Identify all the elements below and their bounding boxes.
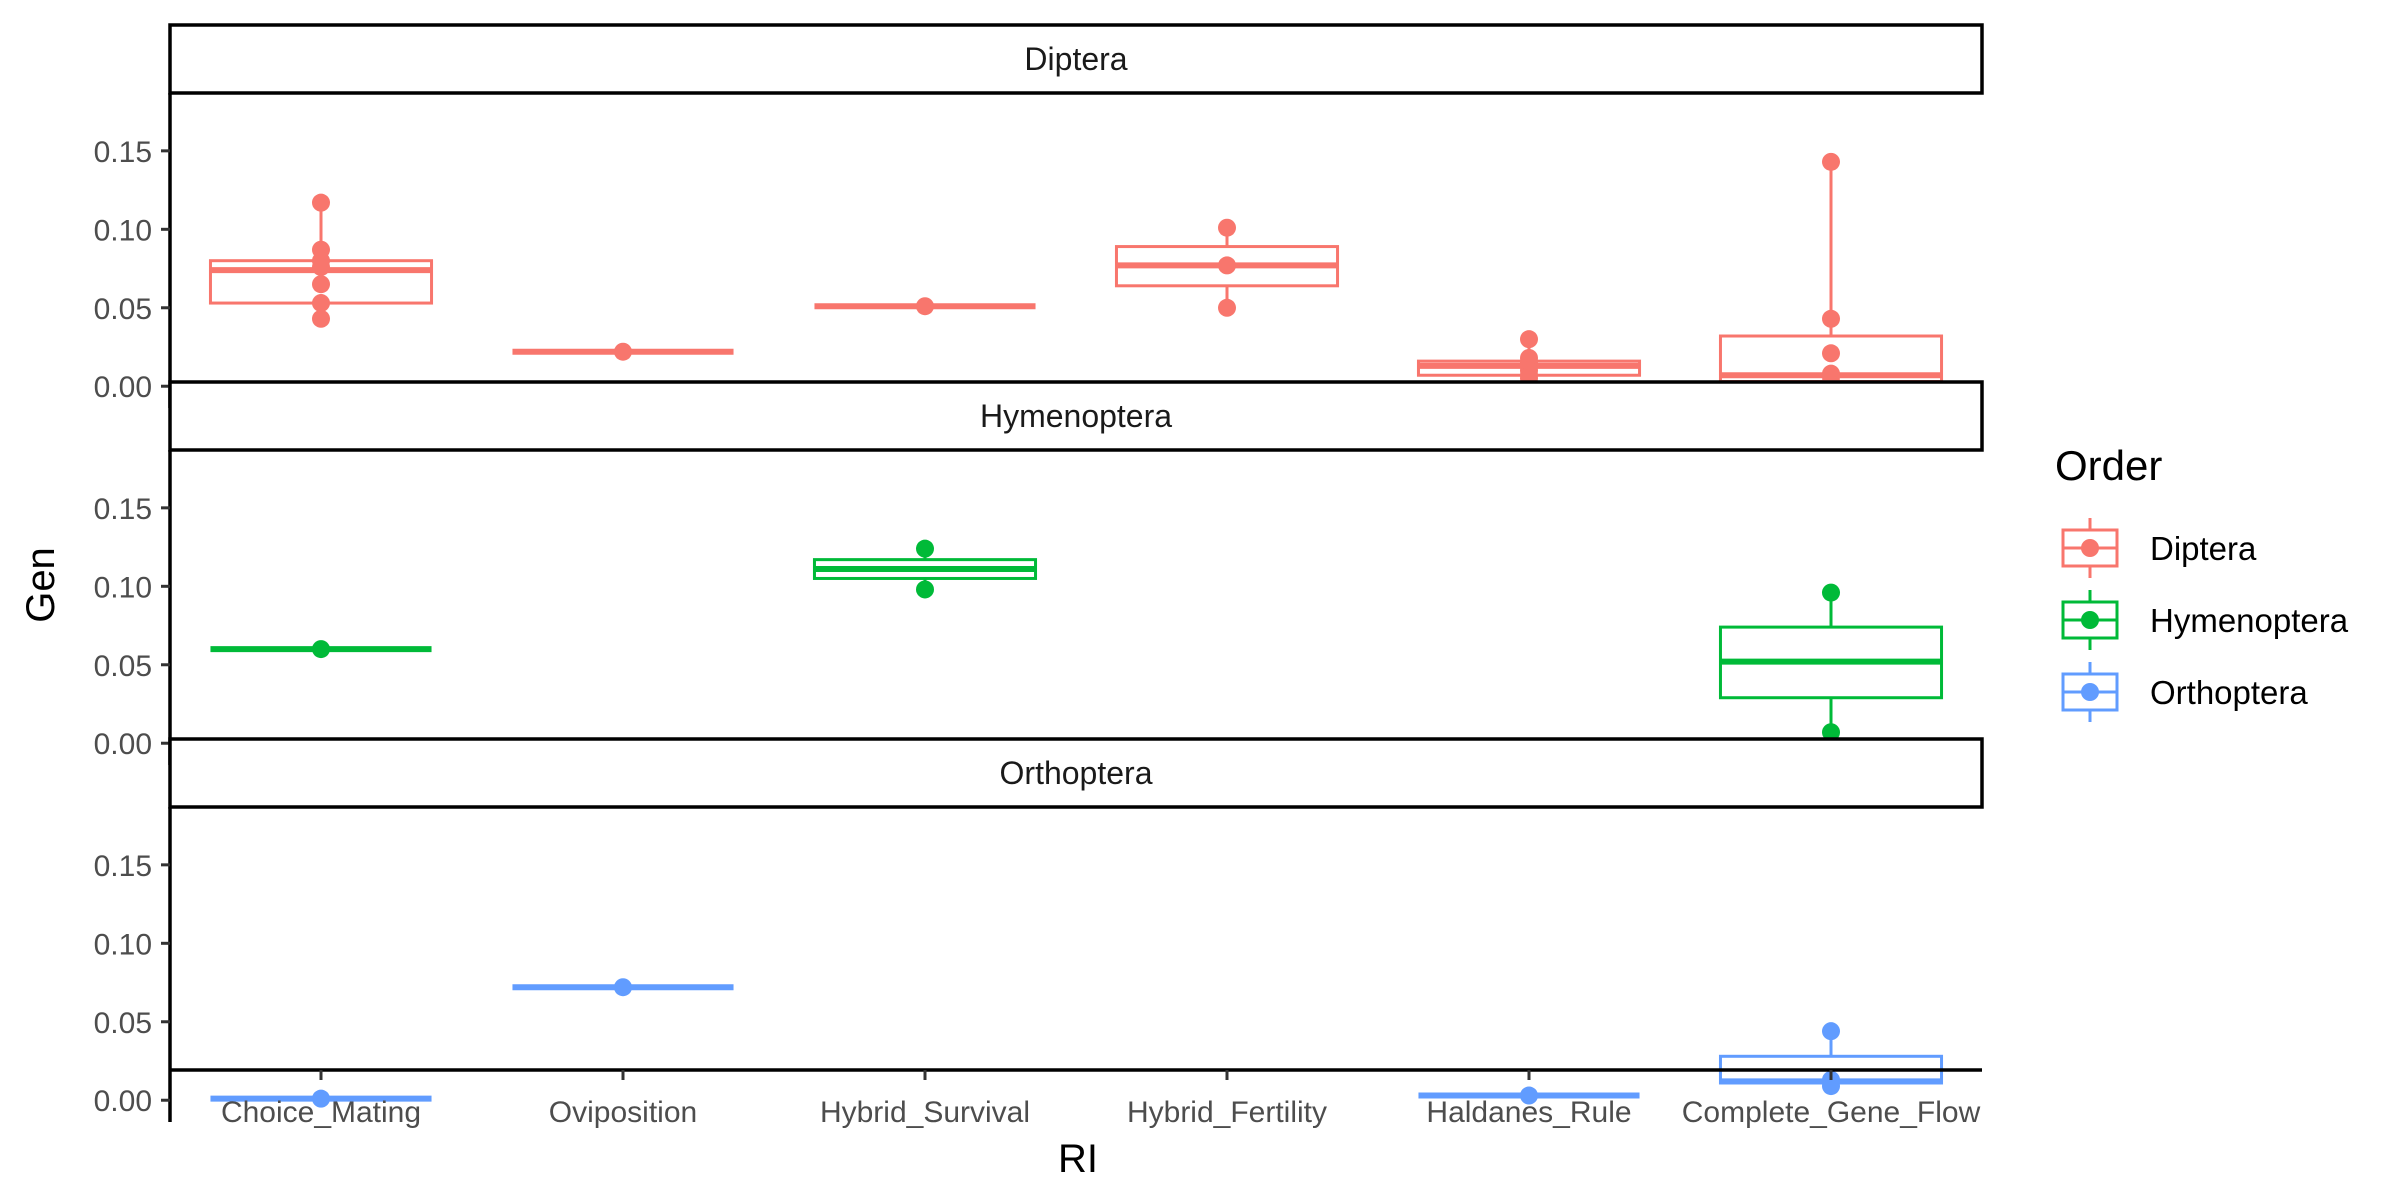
box-diptera-choice_mating [208,193,434,328]
box-hymenoptera-choice_mating [210,640,432,659]
data-point [916,539,934,558]
y-tick-label: 0.10 [94,214,152,247]
strip-box [168,380,1984,452]
y-tick-label: 0.15 [94,136,152,169]
data-point [1822,152,1840,171]
data-point [614,342,632,361]
legend-item-diptera: Diptera [2061,518,2257,578]
strip-label: Diptera [1024,41,1127,77]
y-axis-title: Gen [19,547,63,623]
data-point [312,640,330,659]
box-hymenoptera-complete_gene_flow [1718,583,1944,742]
data-point [916,297,934,316]
x-tick-label: Haldanes_Rule [1426,1096,1631,1129]
strip-label: Orthoptera [1000,755,1153,791]
legend-point [2081,683,2099,701]
data-point [1218,298,1236,317]
legend-label: Hymenoptera [2150,602,2349,639]
facet-panel-diptera: Diptera 0.00 0.05 0.10 0.15 [94,23,1984,408]
legend-item-hymenoptera: Hymenoptera [2061,590,2349,650]
y-tick-label: 0.10 [94,571,152,604]
facet-panel-orthoptera: Orthoptera 0.00 0.05 0.10 0.15 [94,737,1984,1122]
x-tick-label: Hybrid_Survival [820,1096,1030,1129]
legend: Order Diptera Hymenoptera Orthoptera [2055,442,2349,722]
y-tick-label: 0.00 [94,371,152,404]
box-orthoptera-haldanes_rule [1418,1086,1640,1105]
legend-title: Order [2055,442,2162,489]
strip-box [168,737,1984,809]
y-tick-label: 0.00 [94,728,152,761]
legend-label: Diptera [2150,530,2257,567]
facet-panel-hymenoptera: Hymenoptera 0.00 0.05 0.10 0.15 [94,380,1984,765]
box-orthoptera-complete_gene_flow [1718,1022,1944,1096]
data-point [312,257,330,276]
box-diptera-haldanes_rule [1416,330,1642,388]
strip-box [168,23,1984,95]
y-tick-label: 0.05 [94,650,152,683]
y-tick-label: 0.15 [94,493,152,526]
box-hymenoptera-hybrid_survival [812,539,1038,599]
x-axis: Choice_Mating Oviposition Hybrid_Survival H… [170,1068,1982,1129]
data-point [1822,583,1840,602]
x-tick-label: Oviposition [549,1096,697,1129]
y-tick-label: 0.05 [94,1007,152,1040]
box-diptera-hybrid_fertility [1114,218,1340,317]
data-point [312,1089,330,1108]
x-tick-label: Hybrid_Fertility [1127,1096,1327,1129]
data-point [312,309,330,328]
box-diptera-complete_gene_flow [1718,152,1944,394]
box-orthoptera-choice_mating [210,1089,432,1108]
data-point [614,978,632,997]
x-tick-label: Choice_Mating [221,1096,421,1129]
data-point [1822,309,1840,328]
data-point [1822,1077,1840,1096]
y-tick-label: 0.00 [94,1085,152,1118]
box-diptera-oviposition [512,342,734,361]
y-tick-label: 0.10 [94,928,152,961]
box-orthoptera-oviposition [512,978,734,997]
data-point [312,294,330,313]
data-point [916,580,934,599]
data-point [312,193,330,212]
data-point [1822,344,1840,363]
data-point [1822,723,1840,742]
facet-panels: Diptera 0.00 0.05 0.10 0.15 Hymenoptera 0.00 0.… [94,23,1984,1122]
data-point [1218,218,1236,237]
x-tick-label: Complete_Gene_Flow [1682,1096,1981,1129]
data-point [1822,1022,1840,1041]
data-point [1520,330,1538,349]
data-point [312,275,330,294]
legend-point [2081,539,2099,557]
x-axis-title: RI [1058,1137,1098,1181]
data-point [1520,1086,1538,1105]
legend-point [2081,611,2099,629]
y-tick-label: 0.05 [94,293,152,326]
strip-label: Hymenoptera [980,398,1172,434]
legend-item-orthoptera: Orthoptera [2061,662,2308,722]
box-diptera-hybrid_survival [814,297,1036,316]
data-point [1218,256,1236,275]
legend-label: Orthoptera [2150,674,2308,711]
y-tick-label: 0.15 [94,850,152,883]
